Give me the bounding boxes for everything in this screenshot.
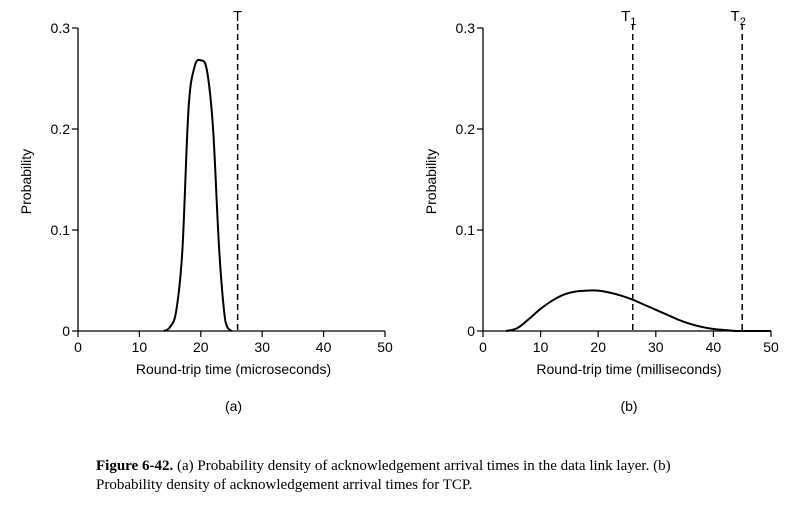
chart-panel-b: 0 10 20 30 40 50 0 0.1 0.2 0.3 Round-trip time (mi… <box>423 8 779 414</box>
threshold-label: T2 <box>731 8 746 28</box>
y-tick-label: 0.3 <box>456 20 476 36</box>
y-tick-label: 0.1 <box>51 222 71 238</box>
x-axis-title: Round-trip time (microseconds) <box>136 361 331 377</box>
caption-label: Figure 6-42. <box>96 458 174 474</box>
y-tick-label: 0.3 <box>51 20 71 36</box>
x-tick-label: 20 <box>590 339 606 355</box>
panel-label: (b) <box>620 398 637 414</box>
threshold-label: T1 <box>621 8 636 28</box>
caption-text: (a) Probability density of acknowledgeme… <box>96 458 671 493</box>
y-axis-title: Probability <box>18 149 34 214</box>
x-tick-label: 10 <box>533 339 549 355</box>
x-tick-label: 0 <box>74 339 82 355</box>
chart-panel-a: 0 10 20 30 40 50 0 0.1 0.2 0.3 Round-trip time (mi… <box>18 8 393 414</box>
x-tick-label: 50 <box>377 339 393 355</box>
x-tick-label: 30 <box>648 339 664 355</box>
panel-label: (a) <box>225 398 242 414</box>
x-tick-label: 20 <box>193 339 209 355</box>
x-tick-label: 10 <box>132 339 148 355</box>
figure-canvas: 0 10 20 30 40 50 0 0.1 0.2 0.3 Round-trip time (mi… <box>18 8 779 414</box>
y-tick-label: 0.2 <box>456 121 476 137</box>
x-tick-label: 40 <box>316 339 332 355</box>
x-tick-label: 30 <box>254 339 270 355</box>
y-tick-label: 0 <box>467 323 475 339</box>
y-tick-label: 0.1 <box>456 222 476 238</box>
figure-caption: Figure 6-42. (a) Probability density of … <box>96 457 736 495</box>
x-axis-title: Round-trip time (milliseconds) <box>536 361 721 377</box>
y-tick-label: 0.2 <box>51 121 71 137</box>
y-tick-label: 0 <box>62 323 70 339</box>
x-tick-label: 40 <box>706 339 722 355</box>
threshold-label: T <box>233 8 242 25</box>
y-axis-title: Probability <box>423 149 439 214</box>
series-line <box>163 58 233 332</box>
series-line <box>505 289 771 332</box>
x-tick-label: 50 <box>763 339 779 355</box>
x-tick-label: 0 <box>479 339 487 355</box>
